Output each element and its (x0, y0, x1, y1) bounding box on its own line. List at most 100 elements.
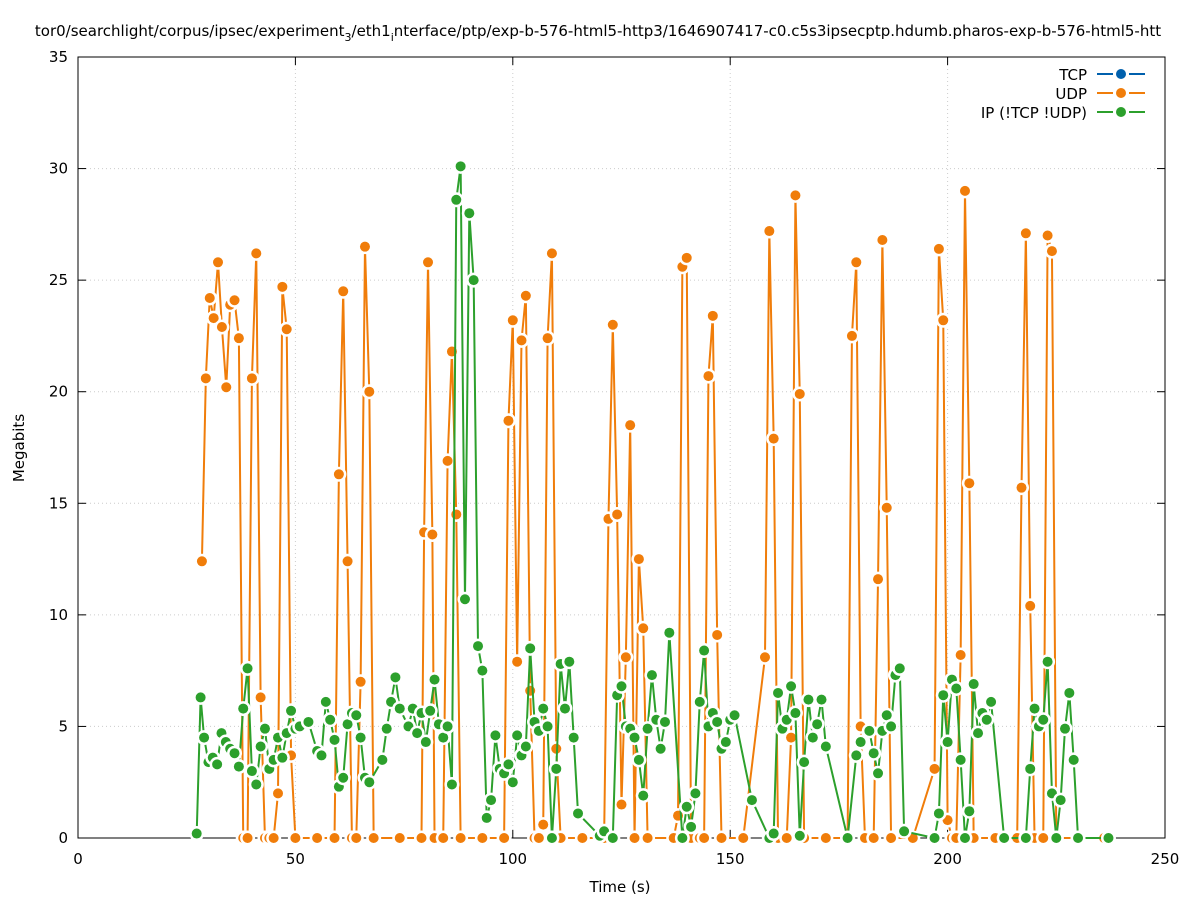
x-tick-label: 50 (286, 850, 305, 868)
x-axis-label: Time (s) (589, 878, 651, 896)
data-point (338, 772, 349, 783)
series-iptcpudp (189, 158, 1116, 846)
data-point (473, 641, 484, 652)
data-point (477, 665, 488, 676)
data-point (503, 415, 514, 426)
data-point (351, 833, 362, 843)
data-point (1020, 228, 1031, 239)
data-point (459, 594, 470, 605)
data-point (738, 833, 749, 843)
data-point (959, 185, 970, 196)
data-point (729, 710, 740, 721)
data-point (616, 799, 627, 810)
data-point (216, 322, 227, 333)
data-point (204, 292, 215, 303)
data-point (351, 710, 362, 721)
data-point (933, 808, 944, 819)
data-point (868, 833, 879, 843)
x-tick-label: 200 (933, 850, 962, 868)
data-point (412, 728, 423, 739)
data-point (233, 761, 244, 772)
data-point (846, 330, 857, 341)
data-point (929, 763, 940, 774)
data-point (607, 319, 618, 330)
data-point (195, 692, 206, 703)
data-point (759, 652, 770, 663)
data-point (851, 257, 862, 268)
data-point (559, 703, 570, 714)
data-point (255, 741, 266, 752)
data-point (338, 286, 349, 297)
data-point (442, 455, 453, 466)
data-point (259, 723, 270, 734)
data-point (246, 373, 257, 384)
data-point (423, 257, 434, 268)
data-point (303, 716, 314, 727)
data-point (768, 433, 779, 444)
legend-label: IP (!TCP !UDP) (981, 104, 1087, 122)
data-point (564, 656, 575, 667)
data-point (716, 833, 727, 843)
data-point (538, 819, 549, 830)
data-point (525, 643, 536, 654)
data-point (242, 663, 253, 674)
data-point (786, 681, 797, 692)
data-point (381, 723, 392, 734)
data-point (577, 833, 588, 843)
data-point (464, 208, 475, 219)
data-point (877, 234, 888, 245)
data-point (981, 714, 992, 725)
data-point (1025, 763, 1036, 774)
data-point (612, 509, 623, 520)
data-point (638, 790, 649, 801)
data-point (959, 833, 970, 843)
data-point (251, 779, 262, 790)
data-point (938, 690, 949, 701)
data-point (1059, 723, 1070, 734)
data-point (355, 676, 366, 687)
data-point (929, 833, 940, 843)
data-point (642, 833, 653, 843)
data-point (881, 710, 892, 721)
data-point (803, 694, 814, 705)
data-point (316, 750, 327, 761)
data-point (642, 723, 653, 734)
data-point (629, 833, 640, 843)
data-point (1038, 833, 1049, 843)
data-point (277, 752, 288, 763)
data-point (807, 732, 818, 743)
data-point (429, 674, 440, 685)
data-point (851, 750, 862, 761)
data-point (681, 252, 692, 263)
data-point (955, 650, 966, 661)
data-point (359, 241, 370, 252)
data-point (794, 830, 805, 841)
data-point (191, 828, 202, 839)
data-point (233, 333, 244, 344)
data-point (607, 833, 618, 843)
legend-marker (1116, 69, 1126, 79)
data-point (820, 741, 831, 752)
data-point (1029, 703, 1040, 714)
data-point (933, 243, 944, 254)
data-point (786, 732, 797, 743)
data-point (638, 623, 649, 634)
data-point (816, 694, 827, 705)
data-point (629, 732, 640, 743)
data-point (616, 681, 627, 692)
data-point (533, 833, 544, 843)
data-point (842, 833, 853, 843)
data-point (255, 692, 266, 703)
data-point (520, 741, 531, 752)
data-point (1055, 795, 1066, 806)
data-point (864, 725, 875, 736)
data-point (196, 556, 207, 567)
data-point (568, 732, 579, 743)
data-point (625, 420, 636, 431)
y-tick-label: 0 (58, 829, 68, 847)
data-point (512, 656, 523, 667)
data-point (820, 833, 831, 843)
data-point (499, 833, 510, 843)
legend-marker (1116, 88, 1126, 98)
plot-border (77, 56, 1166, 839)
